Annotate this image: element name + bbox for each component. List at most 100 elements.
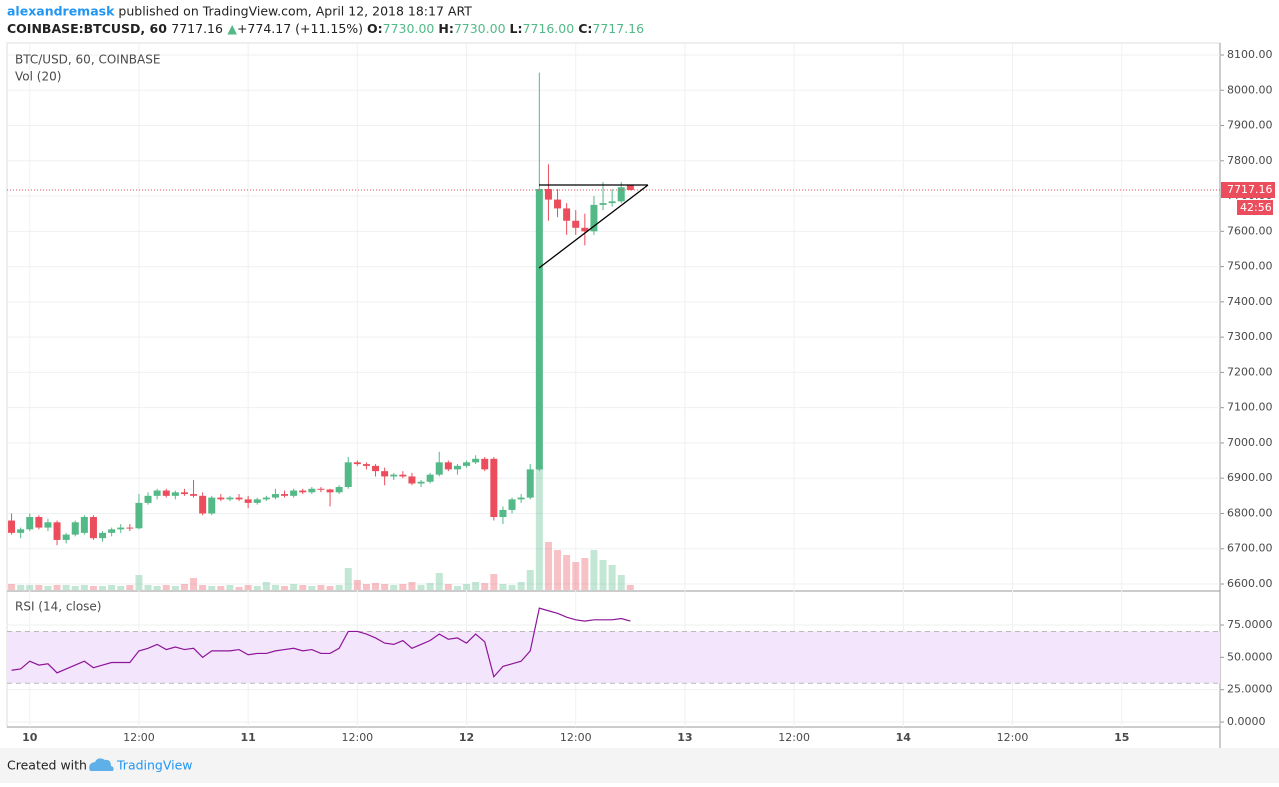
y-tick-label: 7000.00 [1227, 436, 1273, 449]
y-tick-label: 7600.00 [1227, 224, 1273, 237]
candle-body [444, 462, 452, 470]
candle-body [481, 458, 489, 470]
candle-body [463, 462, 471, 466]
y-tick-label: 8000.00 [1227, 83, 1273, 96]
header-symbol: COINBASE:BTCUSD, 60 [7, 21, 167, 36]
volume-bar [535, 465, 543, 590]
candle-body [499, 509, 507, 517]
volume-bar [526, 570, 534, 590]
header-change: +774.17 (+11.15%) [237, 21, 363, 36]
candle-body [299, 490, 307, 493]
x-tick-label: 11 [240, 731, 255, 744]
rsi-line [11, 607, 631, 678]
ohlc-label: H: [438, 21, 453, 36]
x-tick-label: 13 [677, 731, 692, 744]
volume-bar [626, 585, 634, 590]
candle-body [281, 494, 289, 496]
rsi-band [7, 631, 1220, 684]
volume-bar [171, 586, 179, 590]
candle-body [171, 492, 179, 496]
candle-body [581, 227, 589, 232]
candle-body [208, 497, 216, 514]
candle-body [244, 499, 252, 503]
ohlc-value: 7716.00 [523, 21, 575, 36]
footer-brand[interactable]: TradingView [116, 758, 193, 773]
tradingview-logo[interactable] [89, 758, 114, 771]
volume-bar [26, 585, 34, 590]
candle-body [381, 471, 389, 477]
volume-bar [262, 582, 270, 590]
candle-body [362, 464, 370, 466]
volume-bar [135, 575, 143, 590]
candle-body [317, 488, 325, 490]
rsi-tick-label: 0.0000 [1227, 715, 1266, 728]
ohlc-label: C: [578, 21, 592, 36]
volume-bar [499, 584, 507, 590]
candle-body [326, 489, 334, 493]
candle-body [426, 474, 434, 482]
x-tick-label: 12:00 [778, 731, 810, 744]
candle-body [608, 201, 616, 204]
x-tick-label: 12:00 [997, 731, 1029, 744]
volume-bar [144, 585, 152, 590]
volume-bar [544, 542, 552, 590]
header-arrow: ▲ [227, 21, 237, 36]
volume-bar [453, 586, 461, 590]
volume-bar [44, 586, 52, 590]
ohlc-label: L: [510, 21, 523, 36]
volume-bar [617, 575, 625, 590]
volume-bar [190, 578, 198, 590]
candle-body [253, 499, 261, 503]
volume-bar [208, 586, 216, 590]
author[interactable]: alexandremask [7, 4, 115, 19]
y-tick-label: 7500.00 [1227, 260, 1273, 273]
candle-body [372, 465, 380, 472]
candle-body [617, 187, 625, 202]
y-tick-label: 7400.00 [1227, 295, 1273, 308]
candle-body [526, 469, 534, 498]
candle-body [217, 497, 225, 500]
candle-body [89, 516, 97, 539]
volume-bar [444, 584, 452, 590]
volume-bar [335, 585, 343, 590]
y-tick-label: 7900.00 [1227, 119, 1273, 132]
published: published on TradingView.com, April 12, … [118, 4, 472, 19]
volume-bar [581, 558, 589, 590]
rsi-label: RSI (14, close) [15, 600, 101, 614]
candle-body [53, 522, 61, 540]
volume-bar [563, 555, 571, 590]
volume-bar [126, 585, 134, 590]
volume-bar [180, 584, 188, 590]
countdown-box [1237, 200, 1273, 216]
rsi-tick-label: 25.0000 [1227, 683, 1273, 696]
candle-body [26, 516, 34, 530]
y-tick-label: 7100.00 [1227, 401, 1273, 414]
candle-body [517, 497, 525, 500]
rsi-tick-label: 75.0000 [1227, 618, 1273, 631]
candle-body [17, 529, 25, 533]
candle-body [162, 490, 170, 496]
volume-bar [71, 586, 79, 590]
volume-bar [244, 585, 252, 590]
volume-bar [490, 574, 498, 590]
candle-body [599, 203, 607, 205]
y-tick-label: 6900.00 [1227, 471, 1273, 484]
candle-body [126, 527, 134, 529]
header-price: 7717.16 [171, 21, 223, 36]
volume-bar [426, 583, 434, 590]
volume-bar [390, 585, 398, 590]
volume-bar [8, 584, 16, 590]
candle-body [135, 502, 143, 529]
volume-bar [62, 585, 70, 590]
volume-bar [162, 585, 170, 590]
candle-body [99, 532, 107, 539]
y-tick-label: 6700.00 [1227, 542, 1273, 555]
candle-body [453, 465, 461, 470]
x-tick-label: 12 [459, 731, 474, 744]
symbol-title: BTC/USD, 60, COINBASE [15, 53, 160, 67]
volume-bar [326, 586, 334, 590]
volume-bar [554, 550, 562, 590]
ohlc-label: O: [367, 21, 383, 36]
volume-bar [80, 585, 88, 590]
